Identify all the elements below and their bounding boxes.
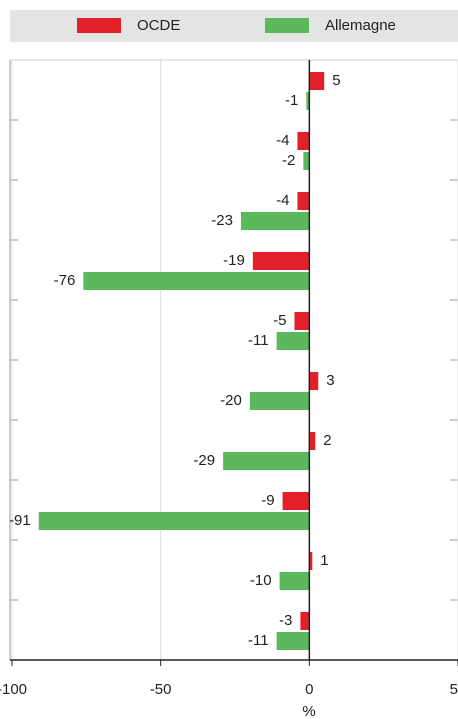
bar — [297, 192, 310, 210]
value-label: -1 — [285, 92, 298, 109]
bar — [240, 212, 310, 230]
bar — [38, 512, 310, 530]
value-label: -20 — [220, 392, 242, 409]
bar — [309, 552, 313, 570]
x-tick-label: -100 — [0, 681, 27, 698]
bar — [249, 392, 310, 410]
value-label: -23 — [211, 212, 233, 229]
bar — [252, 252, 310, 270]
bar — [276, 332, 310, 350]
bar — [83, 272, 310, 290]
value-label: 3 — [326, 372, 334, 389]
value-label: -9 — [261, 492, 274, 509]
bar — [309, 372, 319, 390]
bar — [276, 632, 310, 650]
value-label: -4 — [276, 132, 289, 149]
bar — [300, 612, 310, 630]
value-label: 5 — [332, 72, 340, 89]
value-label: -91 — [9, 512, 31, 529]
value-label: -19 — [223, 252, 245, 269]
x-axis-label: % — [302, 703, 315, 719]
bar — [306, 92, 310, 110]
x-tick-label: -50 — [150, 681, 172, 698]
value-label: -3 — [279, 612, 292, 629]
legend-swatch — [77, 18, 121, 33]
bar — [309, 72, 325, 90]
x-tick-label: 50 — [450, 681, 458, 698]
value-label: 2 — [323, 432, 331, 449]
bar — [297, 132, 310, 150]
value-label: -5 — [273, 312, 286, 329]
value-label: -11 — [248, 632, 269, 649]
x-tick-label: 0 — [305, 681, 313, 698]
legend-swatch — [265, 18, 309, 33]
bar — [223, 452, 310, 470]
bar — [303, 152, 310, 170]
value-label: -29 — [193, 452, 215, 469]
value-label: -2 — [282, 152, 295, 169]
value-label: -76 — [54, 272, 76, 289]
bar — [294, 312, 310, 330]
bar — [309, 432, 316, 450]
legend-label: Allemagne — [325, 17, 396, 34]
legend-label: OCDE — [137, 17, 180, 34]
bar — [279, 572, 310, 590]
value-label: 1 — [320, 552, 328, 569]
value-label: -10 — [250, 572, 272, 589]
value-label: -4 — [276, 192, 289, 209]
value-label: -11 — [248, 332, 269, 349]
bar — [282, 492, 310, 510]
